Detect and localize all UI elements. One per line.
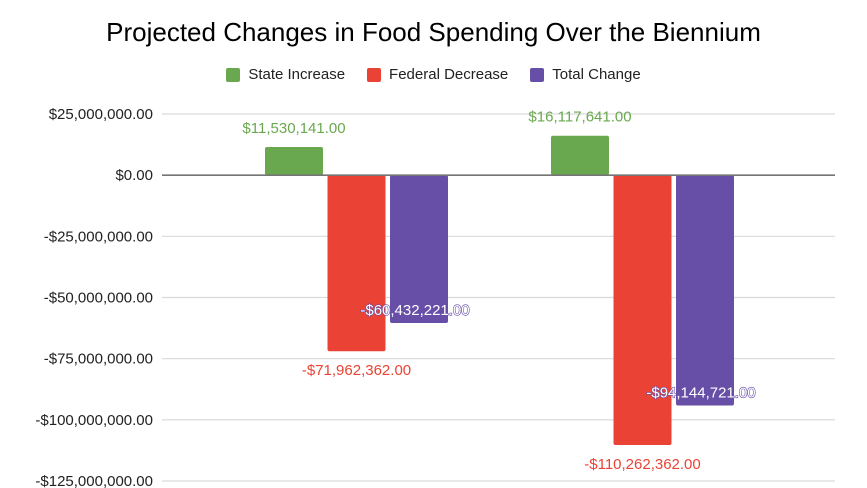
y-tick-label: -$100,000,000.00 xyxy=(35,412,153,429)
legend-item-federal-decrease[interactable]: Federal Decrease xyxy=(367,66,508,83)
y-tick-label: $25,000,000.00 xyxy=(49,106,153,123)
y-axis-ticks: $25,000,000.00 $0.00 -$25,000,000.00 -$50,0… xyxy=(35,106,153,488)
gridlines xyxy=(162,113,835,482)
data-label-state-increase: $11,530,141.00 xyxy=(242,120,345,137)
data-label-total-change: -$60,432,221.00 xyxy=(360,302,469,319)
data-label-total-change: -$94,144,721.00 xyxy=(646,385,755,402)
bar-federal-decrease[interactable] xyxy=(613,175,672,445)
legend-label-total-change: Total Change xyxy=(552,66,641,83)
bar-state-increase[interactable] xyxy=(265,146,323,176)
data-labels: $11,530,141.00 $16,117,641.00 -$71,962,362… xyxy=(242,109,756,473)
bar-federal-decrease[interactable] xyxy=(327,175,386,352)
bar-state-increase[interactable] xyxy=(551,135,609,176)
chart-title: Projected Changes in Food Spending Over … xyxy=(106,17,761,47)
legend-label-federal-decrease: Federal Decrease xyxy=(389,66,509,83)
data-label-state-increase: $16,117,641.00 xyxy=(528,109,631,126)
legend-swatch-state-increase xyxy=(226,67,241,82)
y-tick-label: $0.00 xyxy=(115,167,153,184)
y-tick-label: -$25,000,000.00 xyxy=(44,228,153,245)
bar-total-change[interactable] xyxy=(676,175,734,406)
y-tick-label: -$125,000,000.00 xyxy=(35,473,153,488)
legend-swatch-federal-decrease xyxy=(367,67,382,82)
legend-swatch-total-change xyxy=(530,67,545,82)
legend-item-state-increase[interactable]: State Increase xyxy=(226,66,345,83)
data-label-federal-decrease: -$110,262,362.00 xyxy=(584,456,701,473)
legend-item-total-change[interactable]: Total Change xyxy=(530,66,641,83)
y-tick-label: -$50,000,000.00 xyxy=(44,290,153,307)
bar-total-change[interactable] xyxy=(390,175,448,324)
bars xyxy=(265,135,734,445)
y-tick-label: -$75,000,000.00 xyxy=(44,351,153,368)
data-label-federal-decrease: -$71,962,362.00 xyxy=(302,362,411,379)
legend-label-state-increase: State Increase xyxy=(248,66,346,83)
legend: State Increase Federal Decrease Total Ch… xyxy=(0,66,867,83)
